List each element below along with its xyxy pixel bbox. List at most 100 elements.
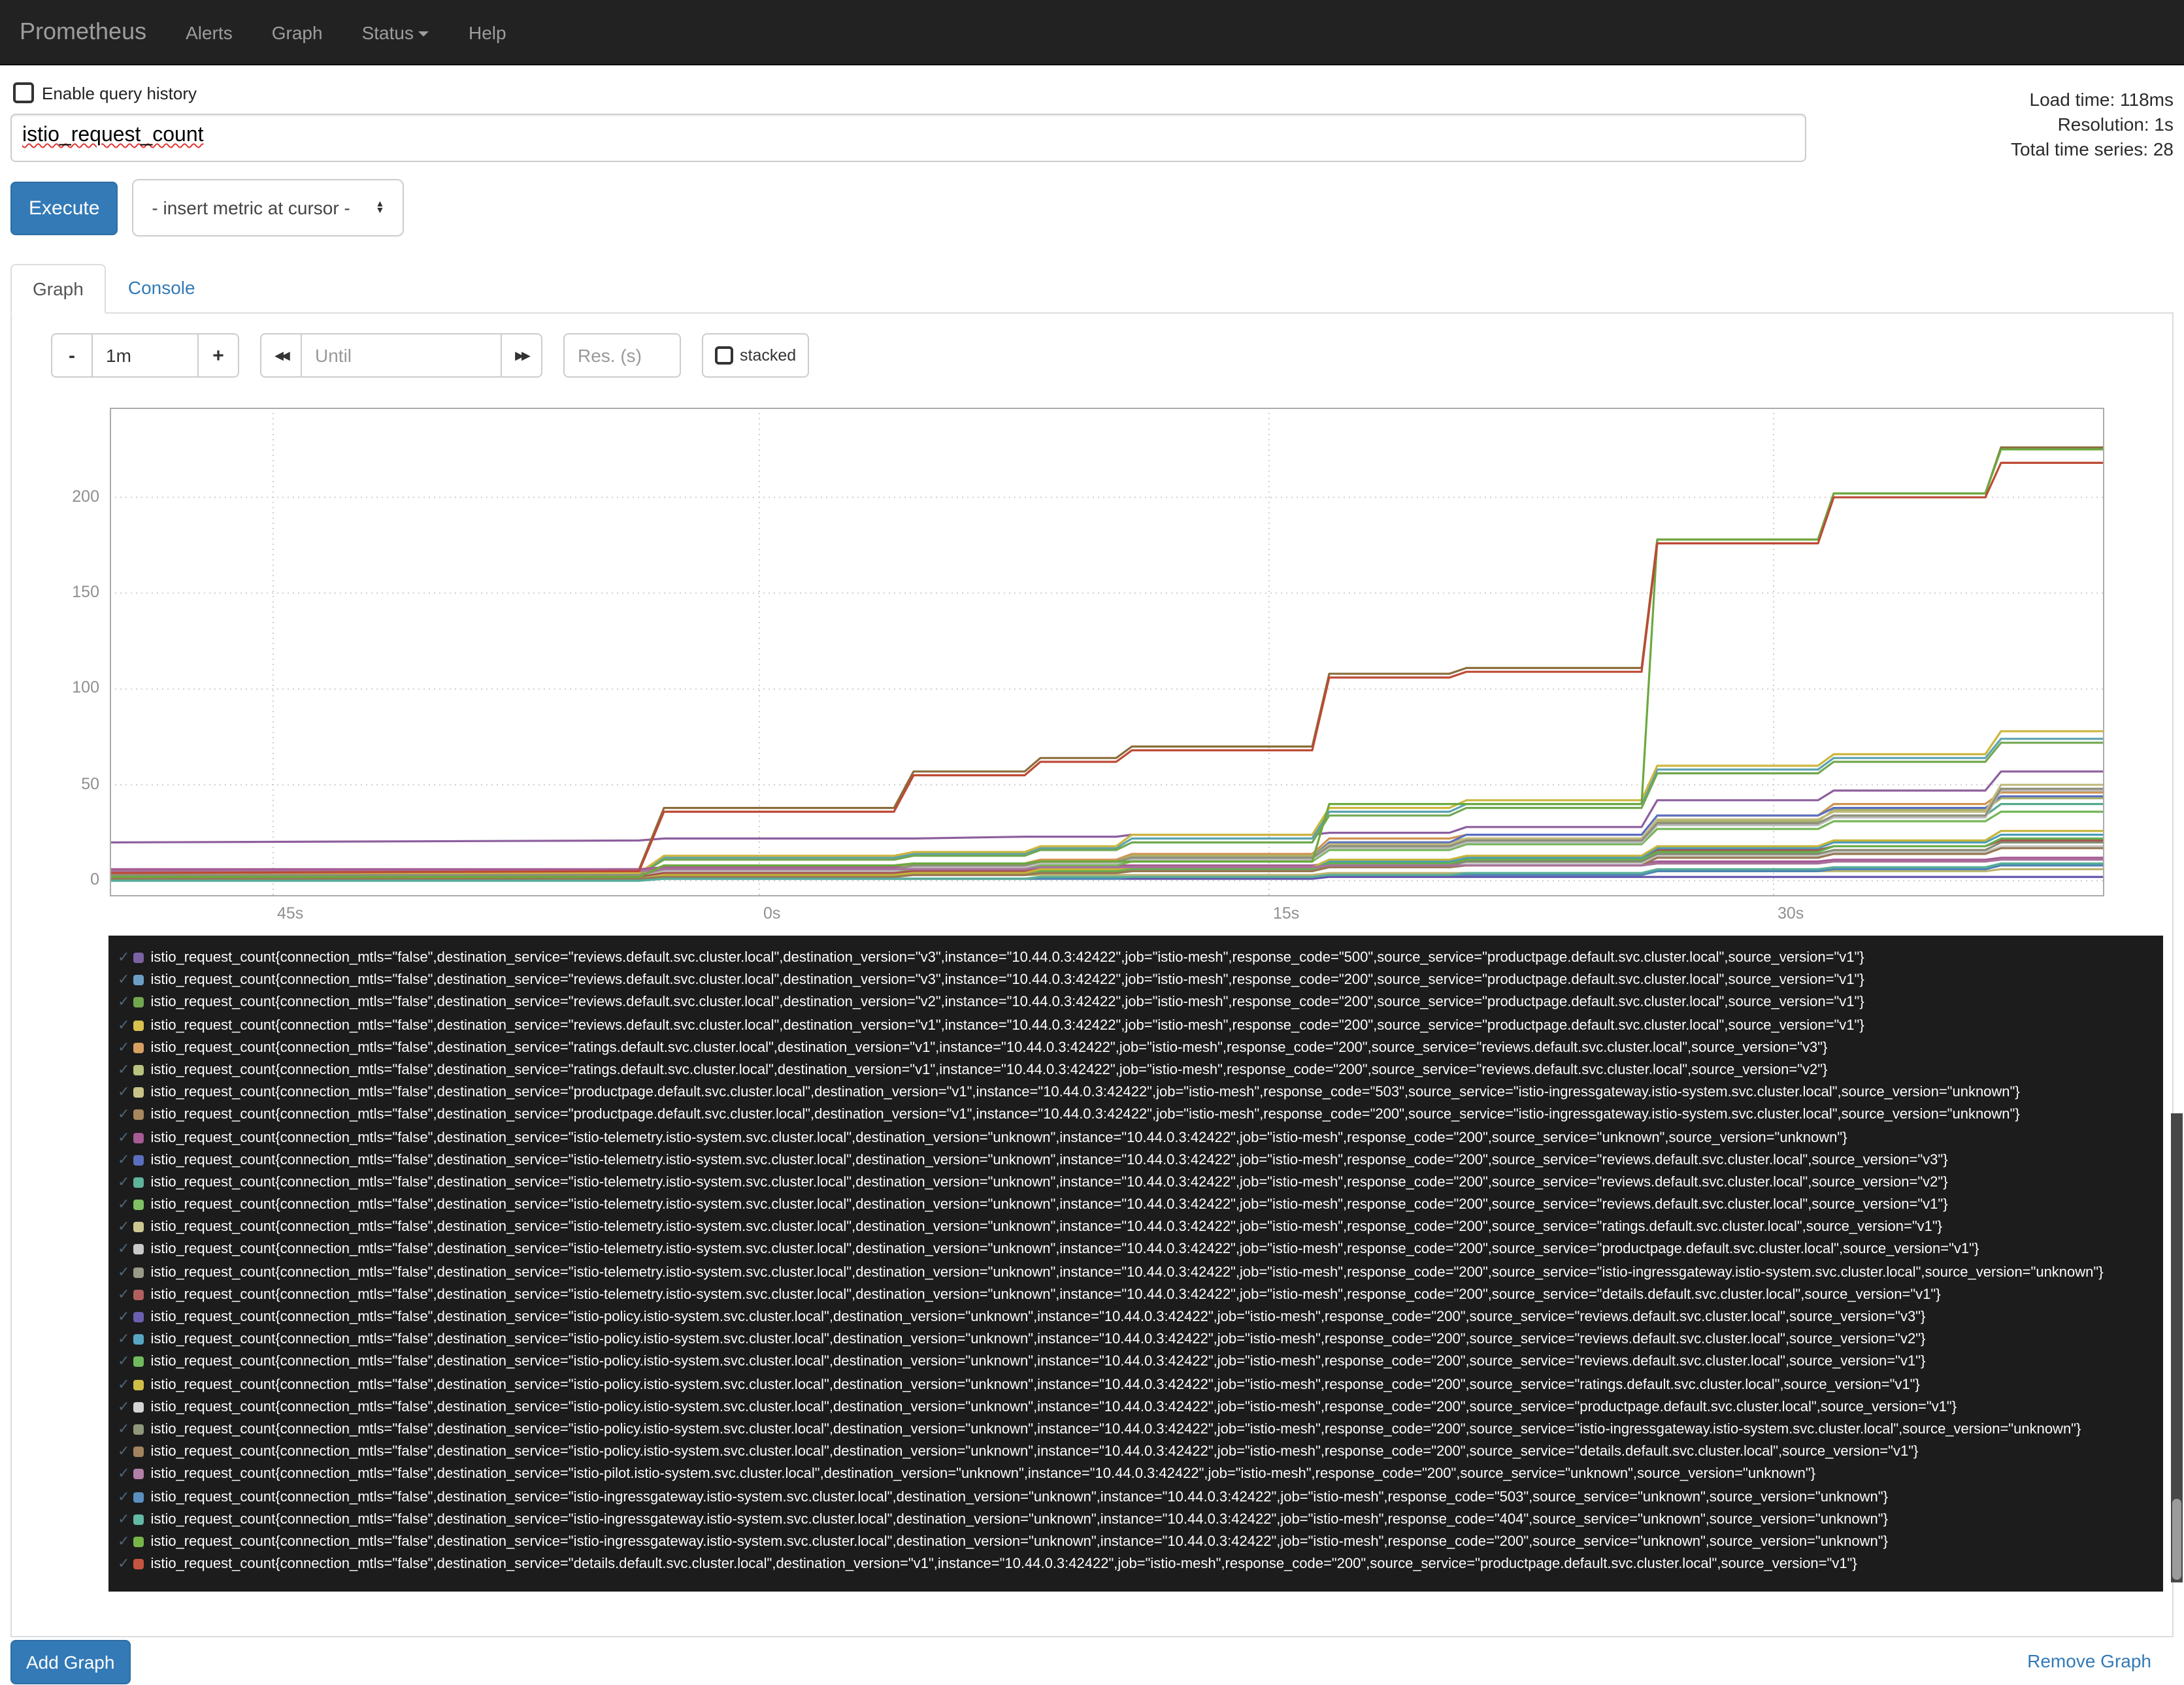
series-label: istio_request_count{connection_mtls="fal… bbox=[150, 1533, 1888, 1550]
series-enabled-check-icon: ✓ bbox=[118, 1309, 130, 1325]
series-color-swatch bbox=[133, 1200, 144, 1211]
legend-item[interactable]: ✓ istio_request_count{connection_mtls="fa… bbox=[118, 1082, 2163, 1104]
series-line bbox=[110, 730, 2104, 874]
series-label: istio_request_count{connection_mtls="fal… bbox=[150, 1197, 1948, 1213]
legend-item[interactable]: ✓ istio_request_count{connection_mtls="fa… bbox=[118, 1015, 2163, 1037]
range-input[interactable]: 1m bbox=[93, 333, 199, 378]
series-enabled-check-icon: ✓ bbox=[118, 1241, 130, 1258]
query-input[interactable]: istio_request_count bbox=[10, 114, 1806, 162]
legend-item[interactable]: ✓ istio_request_count{connection_mtls="fa… bbox=[118, 970, 2163, 992]
series-label: istio_request_count{connection_mtls="fal… bbox=[150, 1017, 1864, 1034]
insert-metric-select[interactable]: - insert metric at cursor - ▲ ▼ bbox=[132, 179, 405, 237]
legend-item[interactable]: ✓ istio_request_count{connection_mtls="fa… bbox=[118, 1149, 2163, 1171]
legend-item[interactable]: ✓ istio_request_count{connection_mtls="fa… bbox=[118, 1509, 2163, 1531]
legend-item[interactable]: ✓ istio_request_count{connection_mtls="fa… bbox=[118, 947, 2163, 970]
series-enabled-check-icon: ✓ bbox=[118, 1399, 130, 1415]
series-label: istio_request_count{connection_mtls="fal… bbox=[150, 1377, 1920, 1393]
range-decrease-button[interactable]: - bbox=[51, 333, 93, 378]
series-enabled-check-icon: ✓ bbox=[118, 1062, 130, 1078]
legend-item[interactable]: ✓ istio_request_count{connection_mtls="fa… bbox=[118, 1419, 2163, 1441]
forward-button[interactable]: ▶▶ bbox=[502, 333, 542, 378]
graph-controls: - 1m + ◀◀ Until ▶▶ Res. (s) stacked bbox=[51, 333, 2172, 378]
legend-item[interactable]: ✓ istio_request_count{connection_mtls="fa… bbox=[118, 1239, 2163, 1262]
stacked-toggle[interactable]: stacked bbox=[702, 333, 810, 378]
add-graph-button[interactable]: Add Graph bbox=[10, 1640, 131, 1685]
series-enabled-check-icon: ✓ bbox=[118, 1444, 130, 1460]
execute-button[interactable]: Execute bbox=[10, 181, 118, 235]
tab-console[interactable]: Console bbox=[127, 277, 195, 298]
legend-item[interactable]: ✓ istio_request_count{connection_mtls="fa… bbox=[118, 1374, 2163, 1396]
series-color-swatch bbox=[133, 997, 144, 1008]
series-line bbox=[110, 742, 2104, 876]
series-enabled-check-icon: ✓ bbox=[118, 1286, 130, 1303]
legend-item[interactable]: ✓ istio_request_count{connection_mtls="fa… bbox=[118, 1172, 2163, 1194]
rewind-button[interactable]: ◀◀ bbox=[260, 333, 302, 378]
scrollbar-track bbox=[2171, 1113, 2183, 1582]
series-color-swatch bbox=[133, 1536, 144, 1547]
brand-prometheus[interactable]: Prometheus bbox=[20, 18, 147, 44]
query-text: istio_request_count bbox=[22, 124, 204, 146]
series-color-swatch bbox=[133, 953, 144, 963]
legend-item[interactable]: ✓ istio_request_count{connection_mtls="fa… bbox=[118, 1397, 2163, 1419]
legend-item[interactable]: ✓ istio_request_count{connection_mtls="fa… bbox=[118, 1307, 2163, 1329]
y-tick-label: 50 bbox=[81, 774, 99, 793]
nav-item-help[interactable]: Help bbox=[468, 22, 506, 43]
nav-item-status[interactable]: Status bbox=[342, 0, 449, 64]
nav-item-alerts[interactable]: Alerts bbox=[186, 22, 233, 43]
graph-panel: - 1m + ◀◀ Until ▶▶ Res. (s) stacked 0 bbox=[10, 314, 2174, 1638]
series-label: istio_request_count{connection_mtls="fal… bbox=[150, 1062, 1828, 1078]
series-label: istio_request_count{connection_mtls="fal… bbox=[150, 1444, 1919, 1460]
legend-item[interactable]: ✓ istio_request_count{connection_mtls="fa… bbox=[118, 1486, 2163, 1509]
series-label: istio_request_count{connection_mtls="fal… bbox=[150, 1107, 2020, 1123]
query-history-label: Enable query history bbox=[42, 83, 197, 103]
series-enabled-check-icon: ✓ bbox=[118, 1039, 130, 1056]
series-line bbox=[110, 738, 2104, 874]
series-color-swatch bbox=[133, 1289, 144, 1300]
x-axis-labels: 45s 0s 15s 30s bbox=[110, 896, 2172, 936]
series-enabled-check-icon: ✓ bbox=[118, 1174, 130, 1190]
legend-item[interactable]: ✓ istio_request_count{connection_mtls="fa… bbox=[118, 1262, 2163, 1284]
scrollbar-thumb[interactable] bbox=[2172, 1499, 2181, 1580]
series-label: istio_request_count{connection_mtls="fal… bbox=[150, 1466, 1816, 1482]
legend-item[interactable]: ✓ istio_request_count{connection_mtls="fa… bbox=[118, 1352, 2163, 1374]
nav-item-graph[interactable]: Graph bbox=[271, 22, 323, 43]
legend-item[interactable]: ✓ istio_request_count{connection_mtls="fa… bbox=[118, 1217, 2163, 1239]
legend-item[interactable]: ✓ istio_request_count{connection_mtls="fa… bbox=[118, 1194, 2163, 1217]
legend-item[interactable]: ✓ istio_request_count{connection_mtls="fa… bbox=[118, 1060, 2163, 1082]
range-increase-button[interactable]: + bbox=[199, 333, 239, 378]
query-history-row: Enable query history bbox=[13, 82, 2174, 103]
legend-item[interactable]: ✓ istio_request_count{connection_mtls="fa… bbox=[118, 1284, 2163, 1307]
series-label: istio_request_count{connection_mtls="fal… bbox=[150, 1421, 2081, 1437]
y-tick-label: 150 bbox=[72, 582, 99, 601]
series-line bbox=[110, 847, 2104, 880]
series-label: istio_request_count{connection_mtls="fal… bbox=[150, 1286, 1941, 1303]
legend-item[interactable]: ✓ istio_request_count{connection_mtls="fa… bbox=[118, 1554, 2163, 1576]
x-tick-label: 0s bbox=[763, 904, 781, 923]
series-label: istio_request_count{connection_mtls="fal… bbox=[150, 1332, 1926, 1348]
series-enabled-check-icon: ✓ bbox=[118, 950, 130, 966]
series-enabled-check-icon: ✓ bbox=[118, 1511, 130, 1528]
legend-item[interactable]: ✓ istio_request_count{connection_mtls="fa… bbox=[118, 1127, 2163, 1149]
tab-graph[interactable]: Graph bbox=[10, 264, 106, 314]
resolution-input[interactable]: Res. (s) bbox=[563, 333, 681, 378]
legend-item[interactable]: ✓ istio_request_count{connection_mtls="fa… bbox=[118, 1441, 2163, 1464]
chart-plot-area[interactable]: 0 50 100 150 200 bbox=[72, 408, 2104, 896]
query-history-checkbox[interactable] bbox=[13, 82, 34, 103]
stacked-checkbox[interactable] bbox=[715, 346, 733, 365]
legend-item[interactable]: ✓ istio_request_count{connection_mtls="fa… bbox=[118, 1038, 2163, 1060]
series-label: istio_request_count{connection_mtls="fal… bbox=[150, 1039, 1828, 1056]
legend-item[interactable]: ✓ istio_request_count{connection_mtls="fa… bbox=[118, 1464, 2163, 1486]
series-color-swatch bbox=[133, 1154, 144, 1166]
legend-item[interactable]: ✓ istio_request_count{connection_mtls="fa… bbox=[118, 992, 2163, 1015]
series-label: istio_request_count{connection_mtls="fal… bbox=[150, 994, 1864, 1011]
legend-item[interactable]: ✓ istio_request_count{connection_mtls="fa… bbox=[118, 1105, 2163, 1127]
until-input[interactable]: Until bbox=[302, 333, 502, 378]
top-navbar: Prometheus Alerts Graph Status Help bbox=[0, 0, 2184, 65]
legend-item[interactable]: ✓ istio_request_count{connection_mtls="fa… bbox=[118, 1531, 2163, 1554]
legend-item[interactable]: ✓ istio_request_count{connection_mtls="fa… bbox=[118, 1329, 2163, 1351]
series-color-swatch bbox=[133, 1401, 144, 1413]
remove-graph-link[interactable]: Remove Graph bbox=[2027, 1650, 2151, 1672]
series-color-swatch bbox=[133, 1312, 144, 1322]
resolution: Resolution: 1s bbox=[2057, 114, 2174, 135]
